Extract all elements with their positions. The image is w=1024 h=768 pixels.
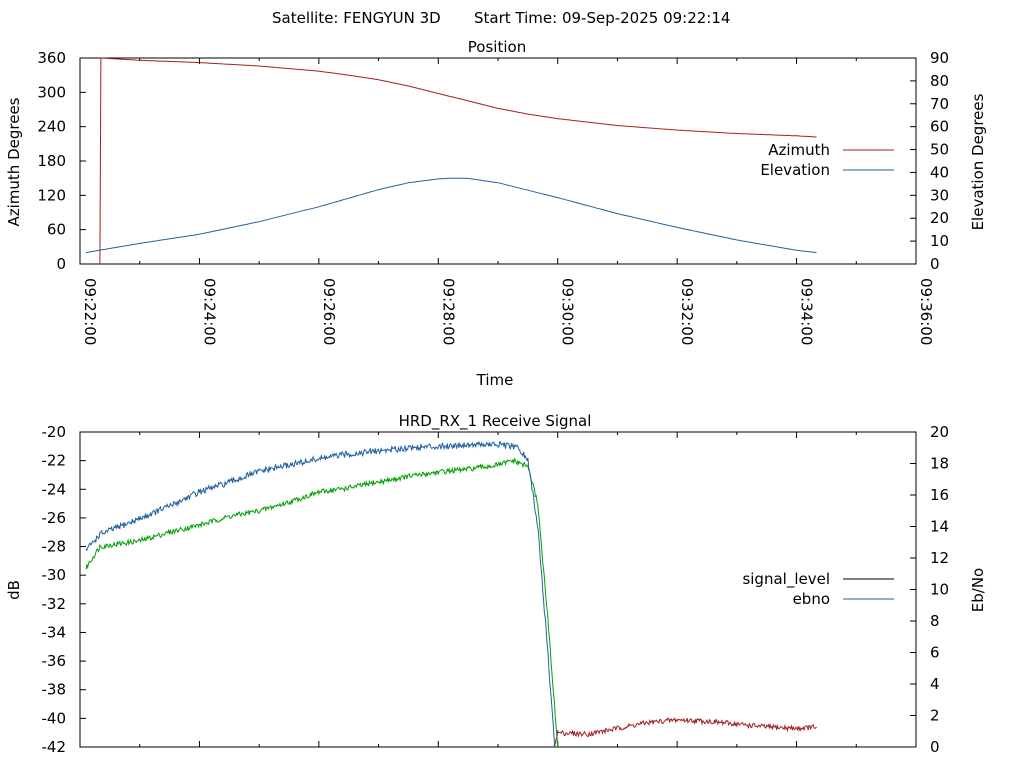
x-tick-label: 09:24:00 — [200, 278, 218, 345]
y-tick-label: -20 — [42, 423, 67, 441]
x-tick-label: 09:22:00 — [81, 278, 99, 345]
y2-tick-label: 10 — [930, 581, 949, 599]
y2-tick-label: 18 — [930, 455, 949, 473]
y2-tick-label: 20 — [930, 209, 949, 227]
series-line-ebno — [85, 440, 556, 748]
signal-plot-frame — [79, 431, 917, 748]
series-line-signal_level — [85, 457, 559, 748]
y2-tick-label: 0 — [930, 255, 940, 273]
y2-tick-label: 40 — [930, 163, 949, 181]
legend-label-elevation: Elevation — [760, 161, 830, 179]
start-time-title: Start Time: 09-Sep-2025 09:22:14 — [474, 9, 730, 27]
series-line-azimuth — [99, 57, 817, 265]
y-tick-label: -40 — [42, 709, 67, 727]
signal-y2-axis-label: Eb/No — [969, 568, 987, 612]
y2-tick-label: 90 — [930, 49, 949, 67]
y-tick-label: -28 — [42, 538, 67, 556]
y-tick-label: 360 — [37, 49, 66, 67]
legend-label-ebno: ebno — [793, 590, 830, 608]
signal-chart: HRD_RX_1 Receive Signal -42 -40 -38 -36 -34 -… — [5, 412, 987, 756]
y-tick-label: 180 — [37, 152, 66, 170]
position-chart: Position 09:22:00 09:24:00 09:26:00 09:28:0… — [5, 38, 987, 389]
y2-tick-label: 30 — [930, 186, 949, 204]
legend-label-signal_level: signal_level — [742, 570, 830, 589]
position-y-axis-label: Azimuth Degrees — [5, 97, 23, 226]
y2-tick-label: 14 — [930, 518, 949, 536]
y2-tick-label: 8 — [930, 612, 940, 630]
y-tick-label: 60 — [47, 221, 66, 239]
x-tick-label: 09:34:00 — [798, 278, 816, 345]
series-line-signal_level — [553, 717, 817, 747]
y-tick-label: 240 — [37, 118, 66, 136]
y-tick-label: -38 — [42, 681, 67, 699]
y-tick-label: 0 — [56, 255, 66, 273]
y2-tick-label: 20 — [930, 423, 949, 441]
x-tick-label: 09:36:00 — [917, 278, 935, 345]
y-tick-label: -36 — [42, 652, 67, 670]
y-tick-label: 120 — [37, 186, 66, 204]
y-tick-label: 300 — [37, 83, 66, 101]
legend-label-azimuth: Azimuth — [768, 141, 830, 159]
y-tick-label: -42 — [42, 738, 67, 756]
y2-tick-label: 2 — [930, 707, 940, 725]
y-tick-label: -30 — [42, 566, 67, 584]
y-tick-label: -24 — [42, 480, 67, 498]
x-tick-label: 09:26:00 — [320, 278, 338, 345]
y2-tick-label: 16 — [930, 486, 949, 504]
y2-tick-label: 0 — [930, 738, 940, 756]
y2-tick-label: 12 — [930, 549, 949, 567]
y2-tick-label: 60 — [930, 118, 949, 136]
y2-tick-label: 80 — [930, 72, 949, 90]
y2-tick-label: 50 — [930, 141, 949, 159]
y2-tick-label: 4 — [930, 675, 940, 693]
signal-chart-title: HRD_RX_1 Receive Signal — [399, 412, 592, 431]
position-x-axis-label: Time — [476, 371, 514, 389]
y-tick-label: -22 — [42, 452, 67, 470]
satellite-title: Satellite: FENGYUN 3D — [272, 9, 441, 27]
y2-tick-label: 6 — [930, 644, 940, 662]
y2-tick-label: 10 — [930, 232, 949, 250]
y2-tick-label: 70 — [930, 95, 949, 113]
y-tick-label: -26 — [42, 509, 67, 527]
y-tick-label: -34 — [42, 623, 67, 641]
y-tick-label: -32 — [42, 595, 67, 613]
position-y2-axis-label: Elevation Degrees — [969, 93, 987, 230]
series-line-elevation — [85, 177, 817, 254]
signal-y-axis-label: dB — [5, 580, 23, 600]
x-tick-label: 09:28:00 — [439, 278, 457, 345]
position-chart-title: Position — [468, 38, 526, 56]
x-tick-label: 09:30:00 — [559, 278, 577, 345]
x-tick-label: 09:32:00 — [678, 278, 696, 345]
